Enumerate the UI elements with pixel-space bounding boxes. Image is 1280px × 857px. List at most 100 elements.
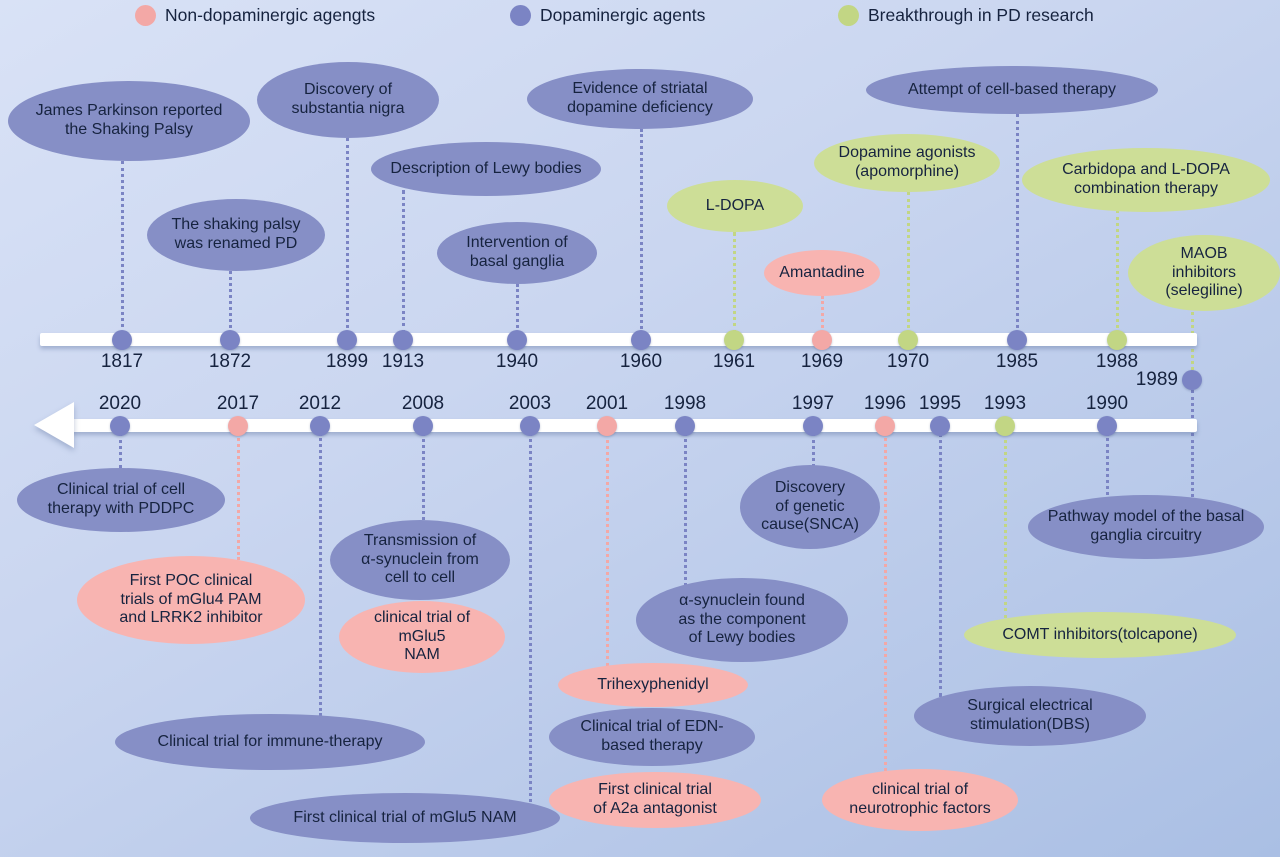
connector-line-1993: [1003, 433, 1007, 618]
year-label-1988: 1988: [1095, 351, 1139, 372]
milestone-dot-1997: [803, 416, 823, 436]
milestone-dot-1899: [337, 330, 357, 350]
year-label-1899: 1899: [325, 351, 369, 372]
event-2003: First clinical trial of mGlu5 NAM: [250, 793, 560, 843]
year-label-1993: 1993: [983, 393, 1027, 414]
year-label-1989: 1989: [1135, 369, 1178, 390]
connector-line-1988: [1115, 210, 1119, 334]
timeline-left-arrow-icon: [34, 402, 74, 448]
connector-line-1961: [732, 232, 736, 334]
legend-item-dopaminergic: Dopaminergic agents: [510, 5, 705, 26]
event-2012: Clinical trial for immune-therapy: [115, 714, 425, 770]
milestone-dot-1996: [875, 416, 895, 436]
event-2001-1: Clinical trial of EDN- based therapy: [549, 708, 755, 766]
connector-line-1872: [228, 271, 232, 334]
milestone-dot-1989: [1182, 370, 1202, 390]
event-1960: Evidence of striatal dopamine deficiency: [527, 69, 753, 129]
event-1940: Intervention of basal ganglia: [437, 222, 597, 284]
milestone-dot-1961: [724, 330, 744, 350]
connector-line-2003: [528, 433, 532, 802]
event-2008-1: clinical trial of mGlu5 NAM: [339, 601, 505, 673]
event-1995: Surgical electrical stimulation(DBS): [914, 686, 1146, 746]
connector-line-1995: [938, 433, 942, 697]
connector-line-1989-1: [1190, 390, 1194, 418]
year-label-1969: 1969: [800, 351, 844, 372]
connector-line-2008: [421, 433, 425, 520]
year-label-2012: 2012: [298, 393, 342, 414]
year-label-1940: 1940: [495, 351, 539, 372]
connector-line-1913: [401, 190, 405, 334]
event-1899: Discovery of substantia nigra: [257, 62, 439, 138]
connector-line-1960: [639, 129, 643, 334]
event-1985: Attempt of cell-based therapy: [866, 66, 1158, 114]
legend-item-non-dopaminergic: Non-dopaminergic agengts: [135, 5, 375, 26]
year-label-2020: 2020: [98, 393, 142, 414]
year-label-1817: 1817: [100, 351, 144, 372]
event-1993: COMT inhibitors(tolcapone): [964, 612, 1236, 658]
year-label-1990: 1990: [1085, 393, 1129, 414]
milestone-dot-1913: [393, 330, 413, 350]
milestone-dot-1998: [675, 416, 695, 436]
connector-line-1899: [345, 138, 349, 334]
milestone-dot-1970: [898, 330, 918, 350]
connector-line-2001: [605, 433, 609, 666]
event-2001-2: First clinical trial of A2a antagonist: [549, 772, 761, 828]
event-1872: The shaking palsy was renamed PD: [147, 199, 325, 271]
milestone-dot-2008: [413, 416, 433, 436]
event-2017: First POC clinical trials of mGlu4 PAM a…: [77, 556, 305, 644]
event-2008: Transmission of α-synuclein from cell to…: [330, 520, 510, 600]
green-circle-icon: [838, 5, 859, 26]
milestone-dot-1995: [930, 416, 950, 436]
event-1990: Pathway model of the basal ganglia circu…: [1028, 495, 1264, 559]
connector-line-2012: [318, 433, 322, 716]
year-label-1913: 1913: [381, 351, 425, 372]
legend-item-breakthrough: Breakthrough in PD research: [838, 5, 1094, 26]
purple-circle-icon: [510, 5, 531, 26]
event-1970: Dopamine agonists (apomorphine): [814, 134, 1000, 192]
milestone-dot-2017: [228, 416, 248, 436]
year-label-1998: 1998: [663, 393, 707, 414]
connector-line-1996: [883, 433, 887, 771]
year-label-1970: 1970: [886, 351, 930, 372]
connector-line-2017: [236, 433, 240, 560]
event-1961: L-DOPA: [667, 180, 803, 232]
event-1997: Discovery of genetic cause(SNCA): [740, 465, 880, 549]
event-1817: James Parkinson reported the Shaking Pal…: [8, 81, 250, 161]
event-1996: clinical trial of neurotrophic factors: [822, 769, 1018, 831]
connector-line-1969: [820, 296, 824, 334]
connector-line-1970: [906, 192, 910, 334]
milestone-dot-1817: [112, 330, 132, 350]
event-1998: α-synuclein found as the component of Le…: [636, 578, 848, 662]
milestone-dot-1940: [507, 330, 527, 350]
year-label-1872: 1872: [208, 351, 252, 372]
milestone-dot-1872: [220, 330, 240, 350]
event-1913: Description of Lewy bodies: [371, 142, 601, 196]
year-label-1996: 1996: [863, 393, 907, 414]
event-1988: Carbidopa and L-DOPA combination therapy: [1022, 148, 1270, 212]
legend-label-breakthrough: Breakthrough in PD research: [868, 5, 1094, 25]
connector-line-1998: [683, 433, 687, 586]
connector-line-2020: [118, 433, 122, 468]
year-label-1961: 1961: [712, 351, 756, 372]
milestone-dot-2020: [110, 416, 130, 436]
bottom-timeline-bar: [70, 419, 1197, 432]
milestone-dot-2012: [310, 416, 330, 436]
year-label-2017: 2017: [216, 393, 260, 414]
legend-label-dopaminergic: Dopaminergic agents: [540, 5, 706, 25]
connector-line-1817: [120, 161, 124, 334]
connector-line-1990: [1105, 433, 1109, 501]
year-label-1997: 1997: [791, 393, 835, 414]
year-label-2008: 2008: [401, 393, 445, 414]
year-label-2003: 2003: [508, 393, 552, 414]
milestone-dot-2001: [597, 416, 617, 436]
milestone-dot-1985: [1007, 330, 1027, 350]
milestone-dot-1960: [631, 330, 651, 350]
event-2001: Trihexyphenidyl: [558, 663, 748, 707]
event-2020: Clinical trial of cell therapy with PDDP…: [17, 468, 225, 532]
year-label-1995: 1995: [918, 393, 962, 414]
milestone-dot-1993: [995, 416, 1015, 436]
year-label-2001: 2001: [585, 393, 629, 414]
milestone-dot-1969: [812, 330, 832, 350]
connector-line-1985: [1015, 114, 1019, 334]
